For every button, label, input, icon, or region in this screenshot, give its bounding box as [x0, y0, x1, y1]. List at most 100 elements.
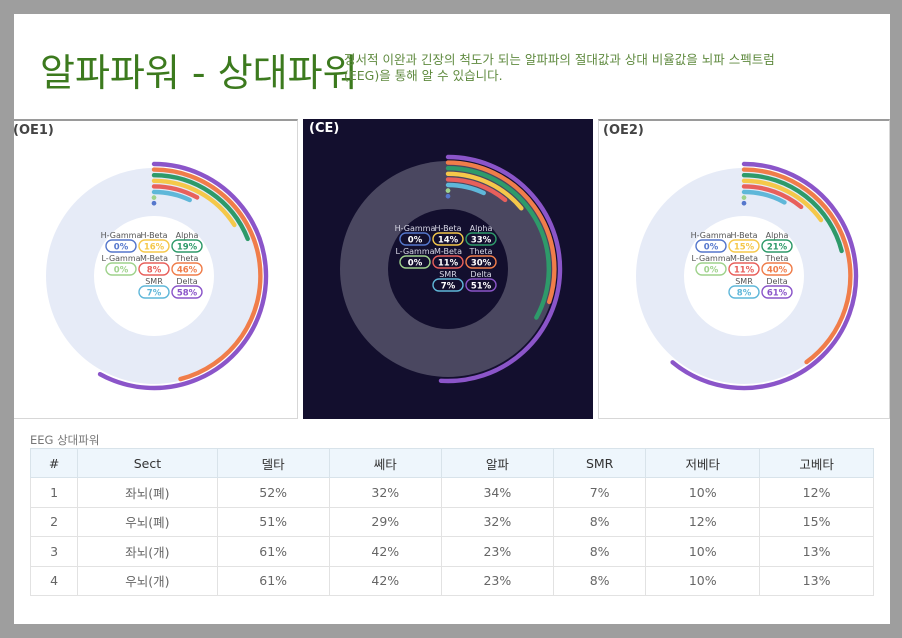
arc-l-gamma-dot	[151, 195, 157, 200]
table-body: 1 좌뇌(폐) 52% 32% 34% 7% 10% 12% 2 우뇌(폐) 51% 29% 32% 8%…	[29, 477, 874, 596]
value-pill	[105, 239, 137, 253]
panel-label: (CE)	[309, 121, 340, 136]
table-row: 3 좌뇌(개) 61% 42% 23% 8% 10% 13%	[29, 536, 874, 567]
legend-label: Theta	[469, 247, 493, 256]
arc-h-gamma-dot	[445, 193, 451, 199]
table-cell: 13%	[759, 565, 874, 596]
table-row: 1 좌뇌(폐) 52% 32% 34% 7% 10% 12%	[29, 477, 874, 508]
legend-label: H-Beta	[140, 231, 167, 240]
arc-alpha	[741, 173, 844, 254]
arc-alpha	[151, 173, 250, 242]
value-pill	[432, 232, 464, 246]
value-label: 11%	[438, 258, 459, 268]
arc-theta	[445, 160, 557, 305]
value-label: 40%	[767, 265, 788, 275]
legend-label: Alpha	[766, 231, 789, 240]
value-label: 46%	[177, 265, 198, 275]
value-pill	[171, 285, 203, 299]
legend-label: L-Gamma	[101, 254, 140, 263]
page-subtitle: 정서적 이완과 긴장의 척도가 되는 알파파의 절대값과 상대 비율값을 뇌파 …	[344, 52, 775, 83]
table-row: 2 우뇌(폐) 51% 29% 32% 8% 12% 15%	[29, 506, 874, 537]
value-pill	[432, 278, 464, 292]
value-label: 7%	[147, 288, 162, 298]
value-label: 0%	[704, 242, 719, 252]
value-pill	[138, 239, 170, 253]
column-header: 쎄타	[328, 448, 442, 478]
table-header-row: # Sect 델타 쎄타 알파 SMR 저베타 고베타	[29, 448, 874, 478]
table-cell: 우뇌(폐)	[77, 506, 218, 537]
table-cell: 10%	[645, 536, 761, 567]
legend-label: Alpha	[470, 224, 493, 233]
value-pill	[399, 232, 431, 246]
legend-label: SMR	[145, 277, 163, 286]
legend-label: H-Beta	[434, 224, 461, 233]
page-title: 알파파워 - 상대파워	[40, 51, 358, 95]
legend-label: Theta	[765, 254, 789, 263]
table-cell: 32%	[440, 506, 554, 537]
value-pill	[761, 285, 793, 299]
column-header: 알파	[440, 448, 554, 478]
table-cell: 23%	[440, 565, 554, 596]
value-label: 30%	[471, 258, 492, 268]
legend-label: L-Gamma	[395, 247, 434, 256]
table-cell: 23%	[440, 536, 554, 567]
arc-theta	[741, 167, 853, 365]
value-pill	[695, 262, 727, 276]
radial-chart-oe1: H-Gamma 0% H-Beta 16% Alpha 19% L-Gamma 0% M-Bet…	[46, 161, 269, 391]
table-cell: 61%	[216, 565, 330, 596]
column-header: 저베타	[645, 448, 761, 478]
value-pill	[465, 255, 497, 269]
value-pill	[761, 239, 793, 253]
table-cell: 34%	[440, 477, 554, 508]
legend-label: Delta	[766, 277, 787, 286]
value-label: 61%	[767, 288, 788, 298]
value-label: 11%	[734, 265, 755, 275]
value-pill	[695, 239, 727, 253]
value-label: 51%	[471, 281, 492, 291]
value-label: 7%	[441, 281, 456, 291]
table-cell: 15%	[759, 506, 874, 537]
chart-panel-ce: (CE) H-Gamma 0% H-Beta 14% Alpha 33% L-Gamma 0%…	[303, 119, 593, 419]
column-header: #	[29, 448, 79, 478]
radial-chart-oe2: H-Gamma 0% H-Beta 15% Alpha 21% L-Gamma 0% M-Bet…	[636, 161, 859, 391]
arc-theta	[151, 167, 263, 382]
value-label: 14%	[438, 235, 459, 245]
arc-h-beta	[151, 178, 237, 228]
chart-panel-oe2: (OE2) H-Gamma 0% H-Beta 15% Alpha 21% L-Gamma 0…	[598, 119, 890, 419]
legend-label: Alpha	[176, 231, 199, 240]
arc-alpha	[445, 166, 551, 320]
table-cell: 51%	[216, 506, 330, 537]
table-cell: 42%	[328, 565, 442, 596]
legend-label: Delta	[470, 270, 491, 279]
legend-label: H-Beta	[730, 231, 757, 240]
value-label: 19%	[177, 242, 198, 252]
value-pill	[465, 232, 497, 246]
table-cell: 8%	[552, 565, 647, 596]
legend-label: Theta	[175, 254, 199, 263]
arc-delta	[438, 154, 563, 384]
table-cell: 8%	[552, 536, 647, 567]
value-label: 21%	[767, 242, 788, 252]
report-sheet: 알파파워 - 상대파워 정서적 이완과 긴장의 척도가 되는 알파파의 절대값과…	[14, 14, 890, 624]
table-cell: 우뇌(개)	[77, 565, 218, 596]
column-header: SMR	[552, 448, 647, 478]
value-label: 0%	[704, 265, 719, 275]
arc-h-beta	[445, 171, 524, 211]
value-pill	[399, 255, 431, 269]
arc-smr	[445, 182, 486, 196]
value-pill	[761, 262, 793, 276]
legend-label: H-Gamma	[395, 224, 436, 233]
table-row: 4 우뇌(개) 61% 42% 23% 8% 10% 13%	[29, 565, 874, 596]
table-cell: 10%	[645, 477, 761, 508]
value-label: 8%	[147, 265, 162, 275]
panel-label: (OE2)	[603, 123, 644, 138]
arc-delta	[670, 161, 859, 391]
arc-h-beta	[741, 178, 824, 223]
value-label: 15%	[734, 242, 755, 252]
table-cell: 7%	[552, 477, 647, 508]
table-caption: EEG 상대파워	[30, 433, 100, 447]
table-cell: 42%	[328, 536, 442, 567]
value-pill	[728, 239, 760, 253]
value-pill	[138, 262, 170, 276]
arc-h-gamma-dot	[151, 200, 157, 206]
